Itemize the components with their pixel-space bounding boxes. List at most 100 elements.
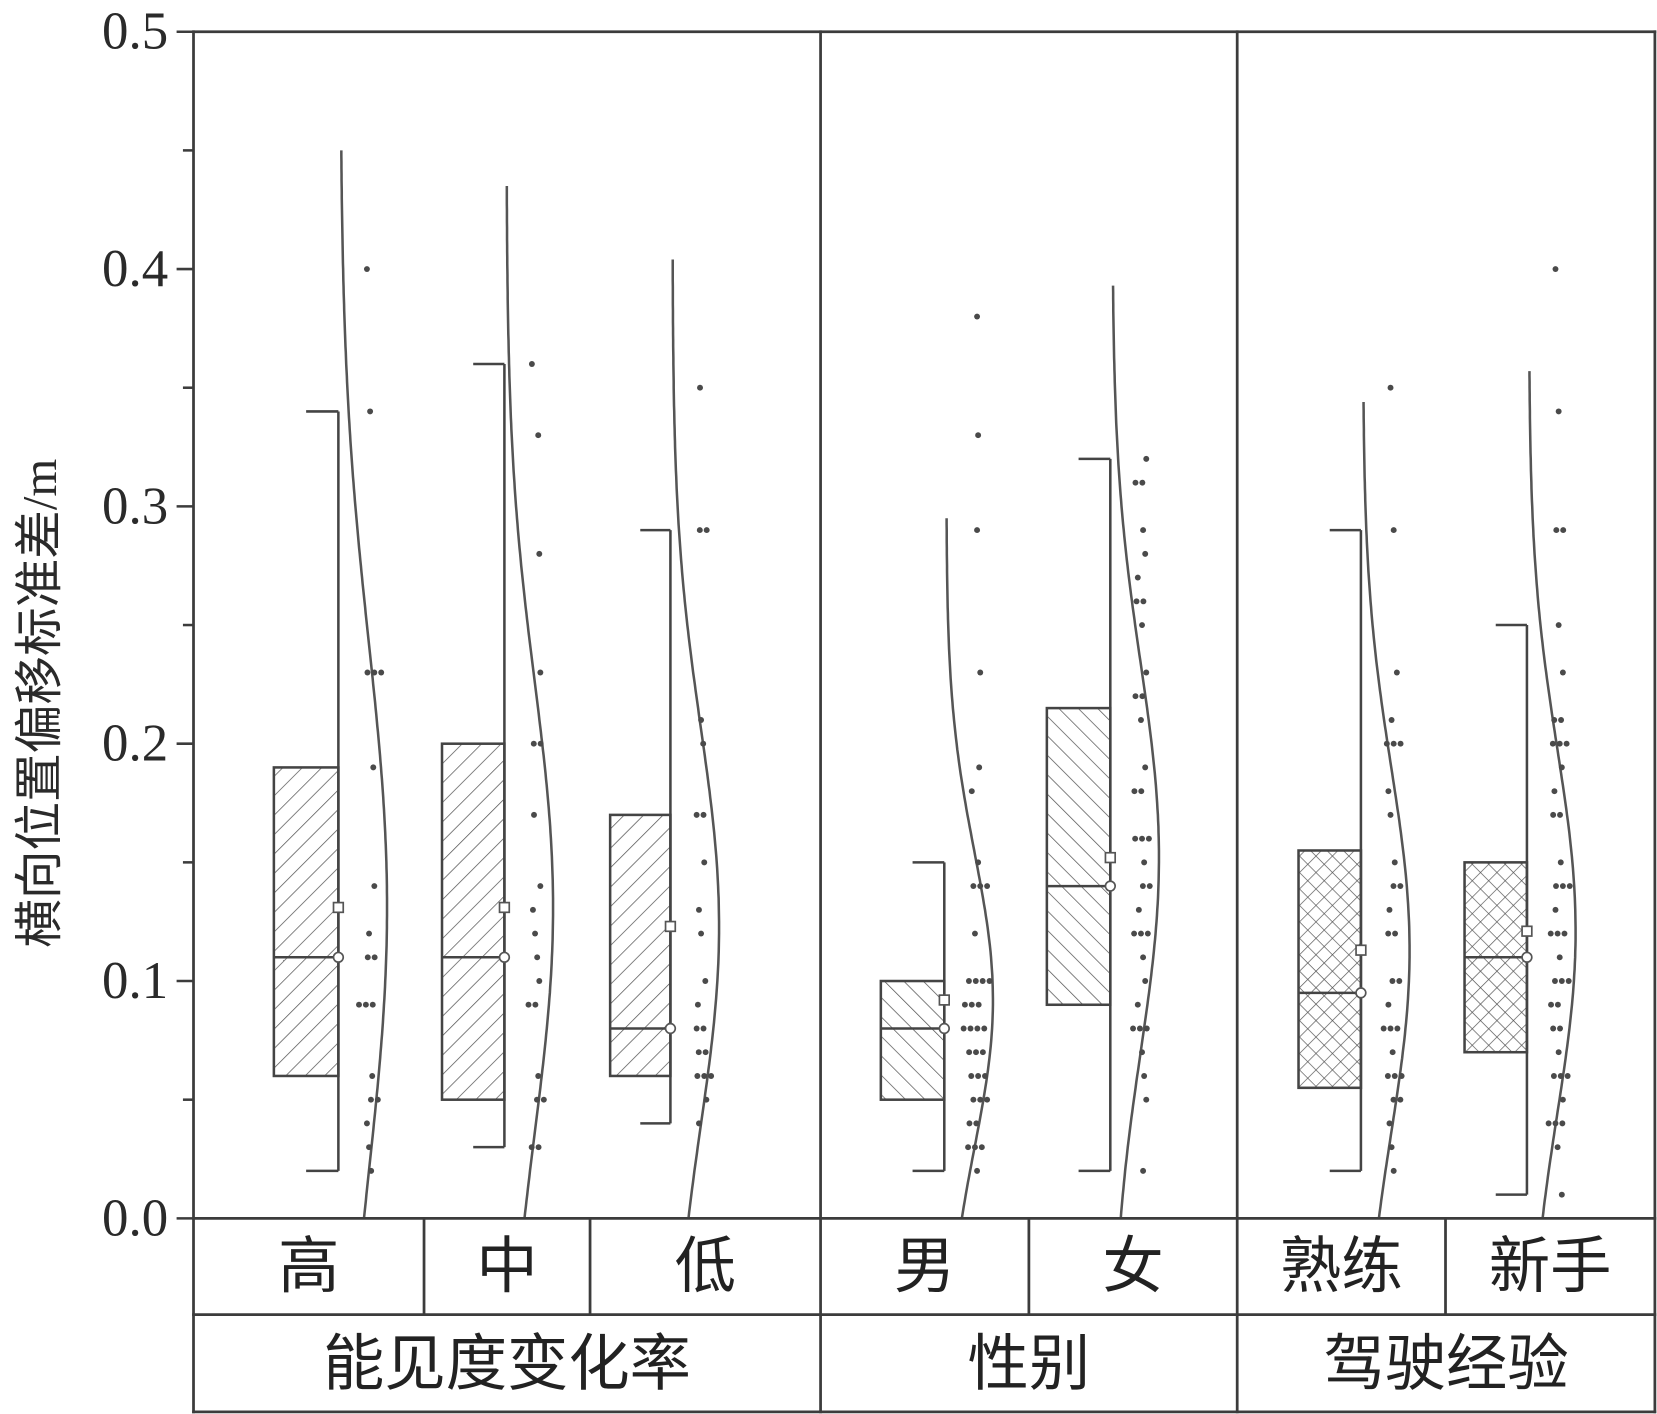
- distribution-curve: [945, 518, 995, 1219]
- category-box-2: [440, 186, 555, 1219]
- data-point: [535, 432, 542, 439]
- data-point: [696, 527, 703, 534]
- data-point: [966, 1120, 973, 1127]
- data-point: [1389, 978, 1396, 984]
- category-box-3: [608, 259, 721, 1219]
- data-point: [1385, 1001, 1392, 1008]
- data-point: [1397, 1096, 1404, 1103]
- distribution-curve: [340, 150, 389, 1219]
- data-point: [1143, 1096, 1150, 1103]
- data-point: [1388, 717, 1395, 723]
- data-point: [698, 717, 705, 723]
- data-point: [982, 1073, 988, 1079]
- distribution-curve: [671, 259, 721, 1219]
- data-point: [366, 1144, 373, 1151]
- data-point: [532, 1001, 539, 1008]
- mean-marker: [332, 901, 345, 914]
- data-point: [1391, 1073, 1398, 1079]
- data-point: [696, 906, 702, 913]
- data-point: [1141, 1073, 1148, 1079]
- data-point: [1140, 527, 1147, 534]
- data-point: [1387, 384, 1394, 391]
- data-point: [975, 432, 982, 439]
- data-point: [701, 1073, 708, 1079]
- data-point: [1136, 1025, 1143, 1032]
- data-point: [1564, 1073, 1571, 1079]
- mean-marker: [1104, 851, 1117, 864]
- data-point: [1565, 978, 1572, 984]
- category-labels: 高 中 低 男 女 熟练 新手: [278, 1233, 1611, 1301]
- data-point: [1385, 788, 1392, 795]
- data-point: [368, 1167, 375, 1174]
- data-point: [974, 313, 981, 320]
- data-point: [1551, 717, 1558, 723]
- data-point: [1550, 1073, 1557, 1079]
- data-point: [1545, 1120, 1552, 1127]
- data-point: [972, 978, 979, 984]
- data-point: [700, 740, 707, 747]
- median-marker: [1104, 880, 1117, 892]
- data-point: [984, 883, 991, 890]
- data-point: [968, 788, 975, 795]
- data-point: [973, 1120, 980, 1127]
- data-point: [371, 669, 378, 676]
- box-body: [1297, 849, 1363, 1090]
- data-point: [700, 811, 707, 818]
- data-point: [965, 1144, 972, 1151]
- data-point: [371, 883, 378, 890]
- data-point: [1554, 1144, 1561, 1151]
- data-point: [975, 1073, 982, 1079]
- median-marker: [664, 1022, 677, 1035]
- data-point: [1559, 669, 1566, 676]
- data-point: [1133, 598, 1140, 605]
- data-point: [1138, 788, 1145, 795]
- data-point: [1144, 930, 1151, 937]
- data-point: [363, 1120, 370, 1127]
- data-point: [356, 1001, 362, 1008]
- data-point: [974, 1167, 981, 1174]
- y-axis-label: 横向位置偏移标准差/m: [13, 459, 67, 948]
- data-point: [1391, 859, 1398, 866]
- data-point: [1563, 740, 1570, 747]
- data-point: [965, 978, 972, 984]
- data-point: [693, 811, 700, 818]
- data-point: [1387, 1025, 1394, 1032]
- data-point: [1557, 859, 1564, 866]
- data-point: [1390, 740, 1397, 747]
- data-point: [975, 859, 982, 866]
- chart-marks: [272, 150, 1577, 1219]
- y-tick-label: 0.1: [102, 952, 168, 1010]
- data-point: [977, 883, 984, 890]
- data-point: [1134, 1001, 1141, 1008]
- data-point: [530, 740, 537, 747]
- data-point: [1143, 455, 1150, 462]
- data-point: [1554, 930, 1561, 937]
- median-marker: [938, 1022, 950, 1035]
- box-body: [1045, 706, 1112, 1007]
- category-box-5: [1045, 285, 1161, 1219]
- data-point: [1555, 1049, 1562, 1056]
- distribution-curve: [505, 186, 555, 1219]
- data-point: [1139, 693, 1146, 700]
- data-point: [1387, 811, 1394, 818]
- data-point: [976, 764, 983, 771]
- data-point: [1145, 835, 1152, 842]
- data-point: [1552, 266, 1559, 273]
- data-point: [1553, 527, 1560, 534]
- data-point: [984, 1096, 991, 1103]
- data-point: [967, 1025, 974, 1032]
- data-point: [528, 361, 535, 367]
- data-point: [1383, 740, 1390, 747]
- data-point: [1132, 693, 1139, 700]
- data-point: [1392, 930, 1399, 937]
- data-point: [1561, 930, 1568, 937]
- data-point: [973, 1049, 979, 1056]
- median-marker: [1521, 951, 1533, 964]
- data-point: [1380, 1025, 1387, 1032]
- data-point: [986, 978, 993, 984]
- mean-marker: [1521, 925, 1533, 937]
- data-point: [961, 1001, 968, 1008]
- distribution-curve: [1362, 401, 1411, 1219]
